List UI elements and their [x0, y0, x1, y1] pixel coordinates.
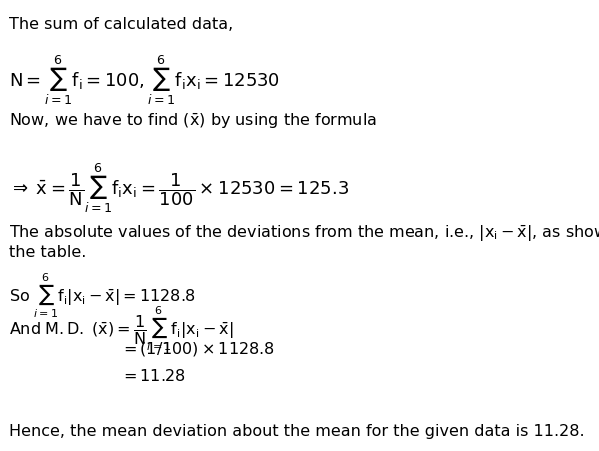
Text: The sum of calculated data,: The sum of calculated data,	[9, 17, 233, 32]
Text: Hence, the mean deviation about the mean for the given data is 11.28.: Hence, the mean deviation about the mean…	[9, 423, 585, 437]
Text: Now, we have to find ($\mathrm{\bar{x}}$) by using the formula: Now, we have to find ($\mathrm{\bar{x}}$…	[9, 111, 377, 130]
Text: $= 11.28$: $= 11.28$	[120, 367, 186, 382]
Text: The absolute values of the deviations from the mean, i.e., $|\mathrm{x_i}-\mathr: The absolute values of the deviations fr…	[9, 223, 599, 244]
Text: $\mathrm{N} = \sum_{i=1}^{6} \mathrm{f_i} = 100, \sum_{i=1}^{6} \mathrm{f_ix_i} : $\mathrm{N} = \sum_{i=1}^{6} \mathrm{f_i…	[9, 53, 280, 106]
Text: $= (1/100) \times 1128.8$: $= (1/100) \times 1128.8$	[120, 339, 274, 357]
Text: $\mathrm{And\;M.D.\;(\bar{x})} = \dfrac{1}{\mathrm{N}}\sum_{i=1}^{6}\mathrm{f_i}: $\mathrm{And\;M.D.\;(\bar{x})} = \dfrac{…	[9, 303, 234, 352]
Text: $\Rightarrow\;\bar{\mathrm{x}} = \dfrac{1}{\mathrm{N}}\sum_{i=1}^{6}\mathrm{f_ix: $\Rightarrow\;\bar{\mathrm{x}} = \dfrac{…	[9, 161, 349, 214]
Text: the table.: the table.	[9, 244, 86, 259]
Text: $\mathrm{So}\;\sum_{i=1}^{6}\mathrm{f_i}|\mathrm{x_i} - \mathrm{\bar{x}}| = 1128: $\mathrm{So}\;\sum_{i=1}^{6}\mathrm{f_i}…	[9, 270, 196, 319]
